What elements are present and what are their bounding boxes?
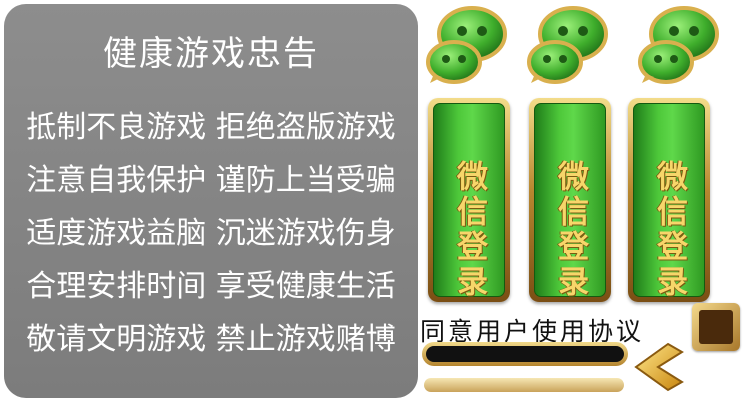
notice-title: 健康游戏忠告 [103,34,319,74]
notice-line: 注意自我保护 谨防上当受骗 [26,163,396,198]
wechat-login-button-hover[interactable]: 微信登录 [529,98,611,302]
wechat-icon [527,6,608,84]
arrow-left-icon[interactable] [630,340,686,394]
wechat-login-label: 微信登录 [552,160,588,300]
user-agreement-label[interactable]: 同意用户使用协议 [420,317,645,346]
notice-line: 适度游戏益脑 沉迷游戏伤身 [26,216,396,251]
loading-bar [422,342,628,366]
wechat-login-label: 微信登录 [451,160,487,300]
wechat-icon [638,6,719,84]
loading-bar-light [424,378,624,392]
wechat-login-button-normal[interactable]: 微信登录 [428,98,510,302]
wechat-login-label: 微信登录 [651,160,687,300]
button-face [433,103,505,297]
agreement-checkbox[interactable] [692,303,740,351]
checkbox-box [699,310,733,344]
button-face [633,103,705,297]
health-notice-panel: 健康游戏忠告 抵制不良游戏 拒绝盗版游戏 注意自我保护 谨防上当受骗 适度游戏益… [4,4,418,398]
loading-bar-track [426,346,624,362]
wechat-icon [426,6,507,84]
notice-line: 合理安排时间 享受健康生活 [26,269,396,304]
button-face [534,103,606,297]
wechat-login-button-pressed[interactable]: 微信登录 [628,98,710,302]
notice-line: 抵制不良游戏 拒绝盗版游戏 [26,110,396,145]
notice-line: 敬请文明游戏 禁止游戏赌博 [26,322,396,357]
